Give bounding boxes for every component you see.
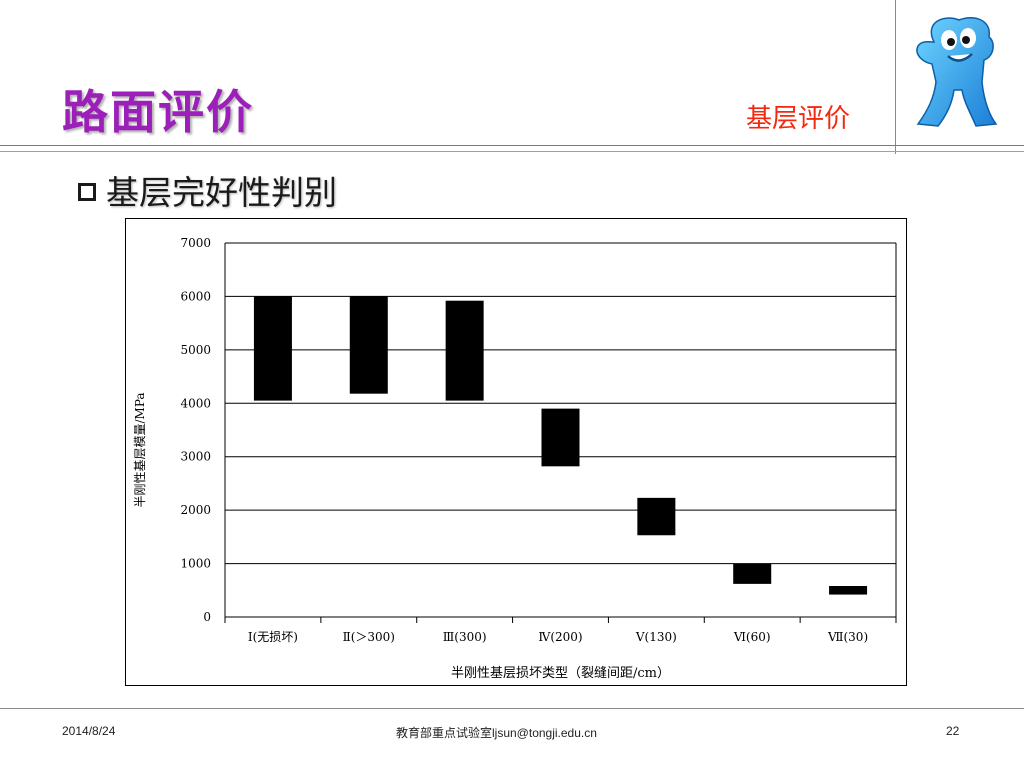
x-tick-label: Ⅵ(60) bbox=[733, 630, 771, 644]
mascot-logo-icon bbox=[916, 16, 998, 127]
range-bar bbox=[349, 296, 388, 394]
range-bar bbox=[445, 300, 484, 401]
floating-bar-chart: 0 1000 2000 3000 4000 5000 6000 7000 Ⅰ(无损坏) Ⅱ(＞30… bbox=[133, 236, 897, 681]
y-tick-label: 4000 bbox=[180, 396, 211, 410]
y-tick-label: 6000 bbox=[180, 289, 211, 303]
hollow-square-bullet-icon bbox=[78, 183, 96, 201]
x-axis-label: 半刚性基层损坏类型（裂缝间距/cm） bbox=[451, 666, 670, 681]
footer-divider bbox=[0, 708, 1024, 709]
header-vertical-divider bbox=[895, 0, 896, 154]
range-bar bbox=[829, 586, 868, 595]
header-divider-bottom bbox=[0, 151, 1024, 152]
y-tick-label: 5000 bbox=[180, 343, 211, 357]
y-axis-label: 半刚性基层模量/MPa bbox=[133, 392, 147, 507]
bullet-text: 基层完好性判别 bbox=[106, 173, 337, 212]
x-tick-label: Ⅲ(300) bbox=[443, 630, 487, 644]
x-tick-label: Ⅰ(无损坏) bbox=[248, 630, 298, 644]
range-bar bbox=[637, 497, 676, 536]
bullet-point: 基层完好性判别 bbox=[78, 166, 337, 214]
y-tick-label: 1000 bbox=[180, 557, 211, 571]
y-tick-label: 7000 bbox=[180, 236, 211, 250]
y-tick-label: 3000 bbox=[180, 450, 211, 464]
range-bar bbox=[733, 563, 772, 584]
chart-frame: 0 1000 2000 3000 4000 5000 6000 7000 Ⅰ(无损坏) Ⅱ(＞30… bbox=[125, 218, 907, 686]
x-tick-label: Ⅶ(30) bbox=[827, 630, 868, 644]
range-bar bbox=[253, 296, 292, 401]
y-tick-label: 2000 bbox=[180, 503, 211, 517]
slide-title: 路面评价 bbox=[62, 85, 254, 139]
header-divider-top bbox=[0, 145, 1024, 146]
y-tick-label: 0 bbox=[203, 610, 211, 624]
footer-page-number: 22 bbox=[946, 724, 960, 738]
footer-date: 2014/8/24 bbox=[62, 724, 116, 738]
section-label: 基层评价 bbox=[746, 104, 851, 134]
x-tick-label: Ⅱ(＞300) bbox=[343, 630, 395, 644]
x-tick-label: Ⅳ(200) bbox=[538, 630, 582, 644]
footer-center-text: 教育部重点试验室ljsun@tongji.edu.cn bbox=[396, 726, 597, 740]
range-bar bbox=[541, 408, 580, 467]
x-tick-label: Ⅴ(130) bbox=[635, 630, 677, 644]
